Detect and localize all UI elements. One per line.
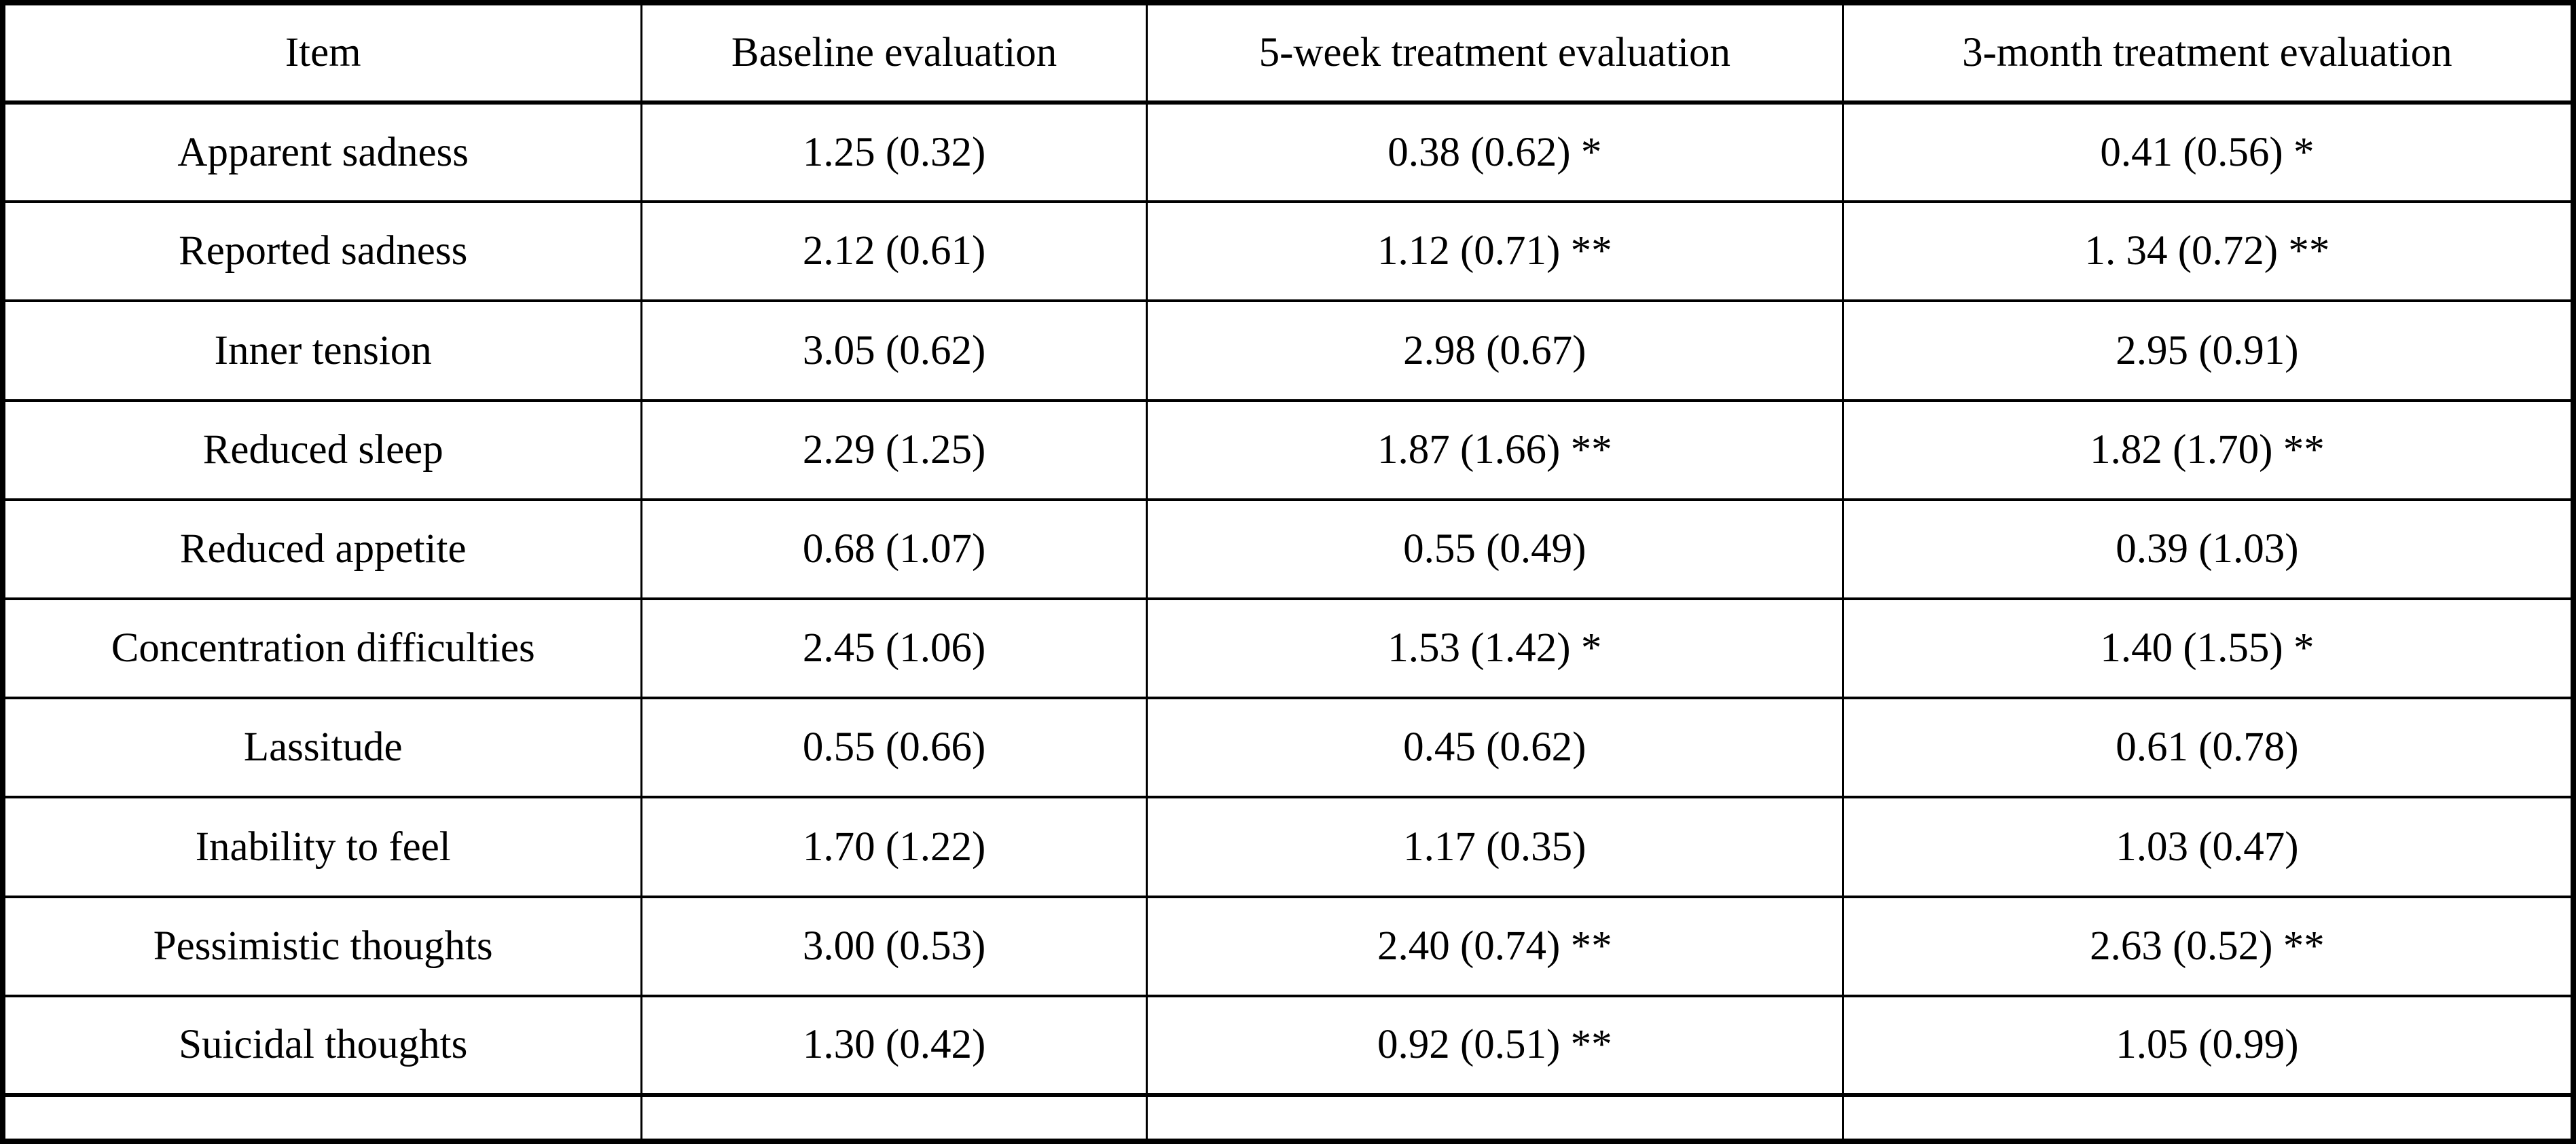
table-row: Concentration difficulties 2.45 (1.06) 1… [1,597,2575,700]
month3-value-cell [1841,1093,2575,1143]
table-row: Lassitude 0.55 (0.66) 0.45 (0.62) 0.61 (… [1,697,2575,799]
item-cell: Pessimistic thoughts [1,895,643,997]
column-header-baseline-evaluation: Baseline evaluation [640,1,1148,105]
baseline-value-cell: 1.25 (0.32) [640,100,1148,204]
baseline-value-cell [640,1093,1148,1143]
baseline-value-cell: 0.55 (0.66) [640,697,1148,799]
month3-value-cell: 0.41 (0.56) * [1841,100,2575,204]
table-row: Reduced appetite 0.68 (1.07) 0.55 (0.49)… [1,498,2575,601]
table-row: Pessimistic thoughts 3.00 (0.53) 2.40 (0… [1,895,2575,997]
item-cell: Suicidal thoughts [1,994,643,1097]
column-header-5-week-treatment-evaluation: 5-week treatment evaluation [1145,1,1844,105]
month3-value-cell: 2.63 (0.52) ** [1841,895,2575,997]
baseline-value-cell: 1.30 (0.42) [640,994,1148,1097]
item-cell [1,1093,643,1143]
week5-value-cell: 1.87 (1.66) ** [1145,399,1844,501]
month3-value-cell: 0.61 (0.78) [1841,697,2575,799]
table-row: Inner tension 3.05 (0.62) 2.98 (0.67) 2.… [1,299,2575,402]
item-cell: Reduced sleep [1,399,643,501]
baseline-value-cell: 2.45 (1.06) [640,597,1148,700]
item-cell: Lassitude [1,697,643,799]
column-header-item: Item [1,1,643,105]
week5-value-cell [1145,1093,1844,1143]
month3-value-cell: 1. 34 (0.72) ** [1841,200,2575,303]
week5-value-cell: 0.92 (0.51) ** [1145,994,1844,1097]
table-row: Reduced sleep 2.29 (1.25) 1.87 (1.66) **… [1,399,2575,501]
item-cell: Reported sadness [1,200,643,303]
month3-value-cell: 1.40 (1.55) * [1841,597,2575,700]
baseline-value-cell: 1.70 (1.22) [640,796,1148,898]
week5-value-cell: 0.55 (0.49) [1145,498,1844,601]
item-cell: Inner tension [1,299,643,402]
month3-value-cell: 1.82 (1.70) ** [1841,399,2575,501]
table-row: Apparent sadness 1.25 (0.32) 0.38 (0.62)… [1,100,2575,204]
item-cell: Concentration difficulties [1,597,643,700]
week5-value-cell: 2.40 (0.74) ** [1145,895,1844,997]
week5-value-cell: 1.53 (1.42) * [1145,597,1844,700]
baseline-value-cell: 2.29 (1.25) [640,399,1148,501]
week5-value-cell: 1.12 (0.71) ** [1145,200,1844,303]
baseline-value-cell: 3.05 (0.62) [640,299,1148,402]
column-header-3-month-treatment-evaluation: 3-month treatment evaluation [1841,1,2575,105]
month3-value-cell: 2.95 (0.91) [1841,299,2575,402]
header-row: Item Baseline evaluation 5-week treatmen… [1,1,2575,105]
baseline-value-cell: 3.00 (0.53) [640,895,1148,997]
week5-value-cell: 2.98 (0.67) [1145,299,1844,402]
table-body: Apparent sadness 1.25 (0.32) 0.38 (0.62)… [1,100,2575,1143]
week5-value-cell: 0.45 (0.62) [1145,697,1844,799]
month3-value-cell: 0.39 (1.03) [1841,498,2575,601]
baseline-value-cell: 2.12 (0.61) [640,200,1148,303]
item-cell: Reduced appetite [1,498,643,601]
month3-value-cell: 1.03 (0.47) [1841,796,2575,898]
table-row: Reported sadness 2.12 (0.61) 1.12 (0.71)… [1,200,2575,303]
month3-value-cell: 1.05 (0.99) [1841,994,2575,1097]
item-cell: Inability to feel [1,796,643,898]
table-row [1,1093,2575,1143]
week5-value-cell: 0.38 (0.62) * [1145,100,1844,204]
week5-value-cell: 1.17 (0.35) [1145,796,1844,898]
table-row: Inability to feel 1.70 (1.22) 1.17 (0.35… [1,796,2575,898]
table-row: Suicidal thoughts 1.30 (0.42) 0.92 (0.51… [1,994,2575,1097]
item-cell: Apparent sadness [1,100,643,204]
baseline-value-cell: 0.68 (1.07) [640,498,1148,601]
